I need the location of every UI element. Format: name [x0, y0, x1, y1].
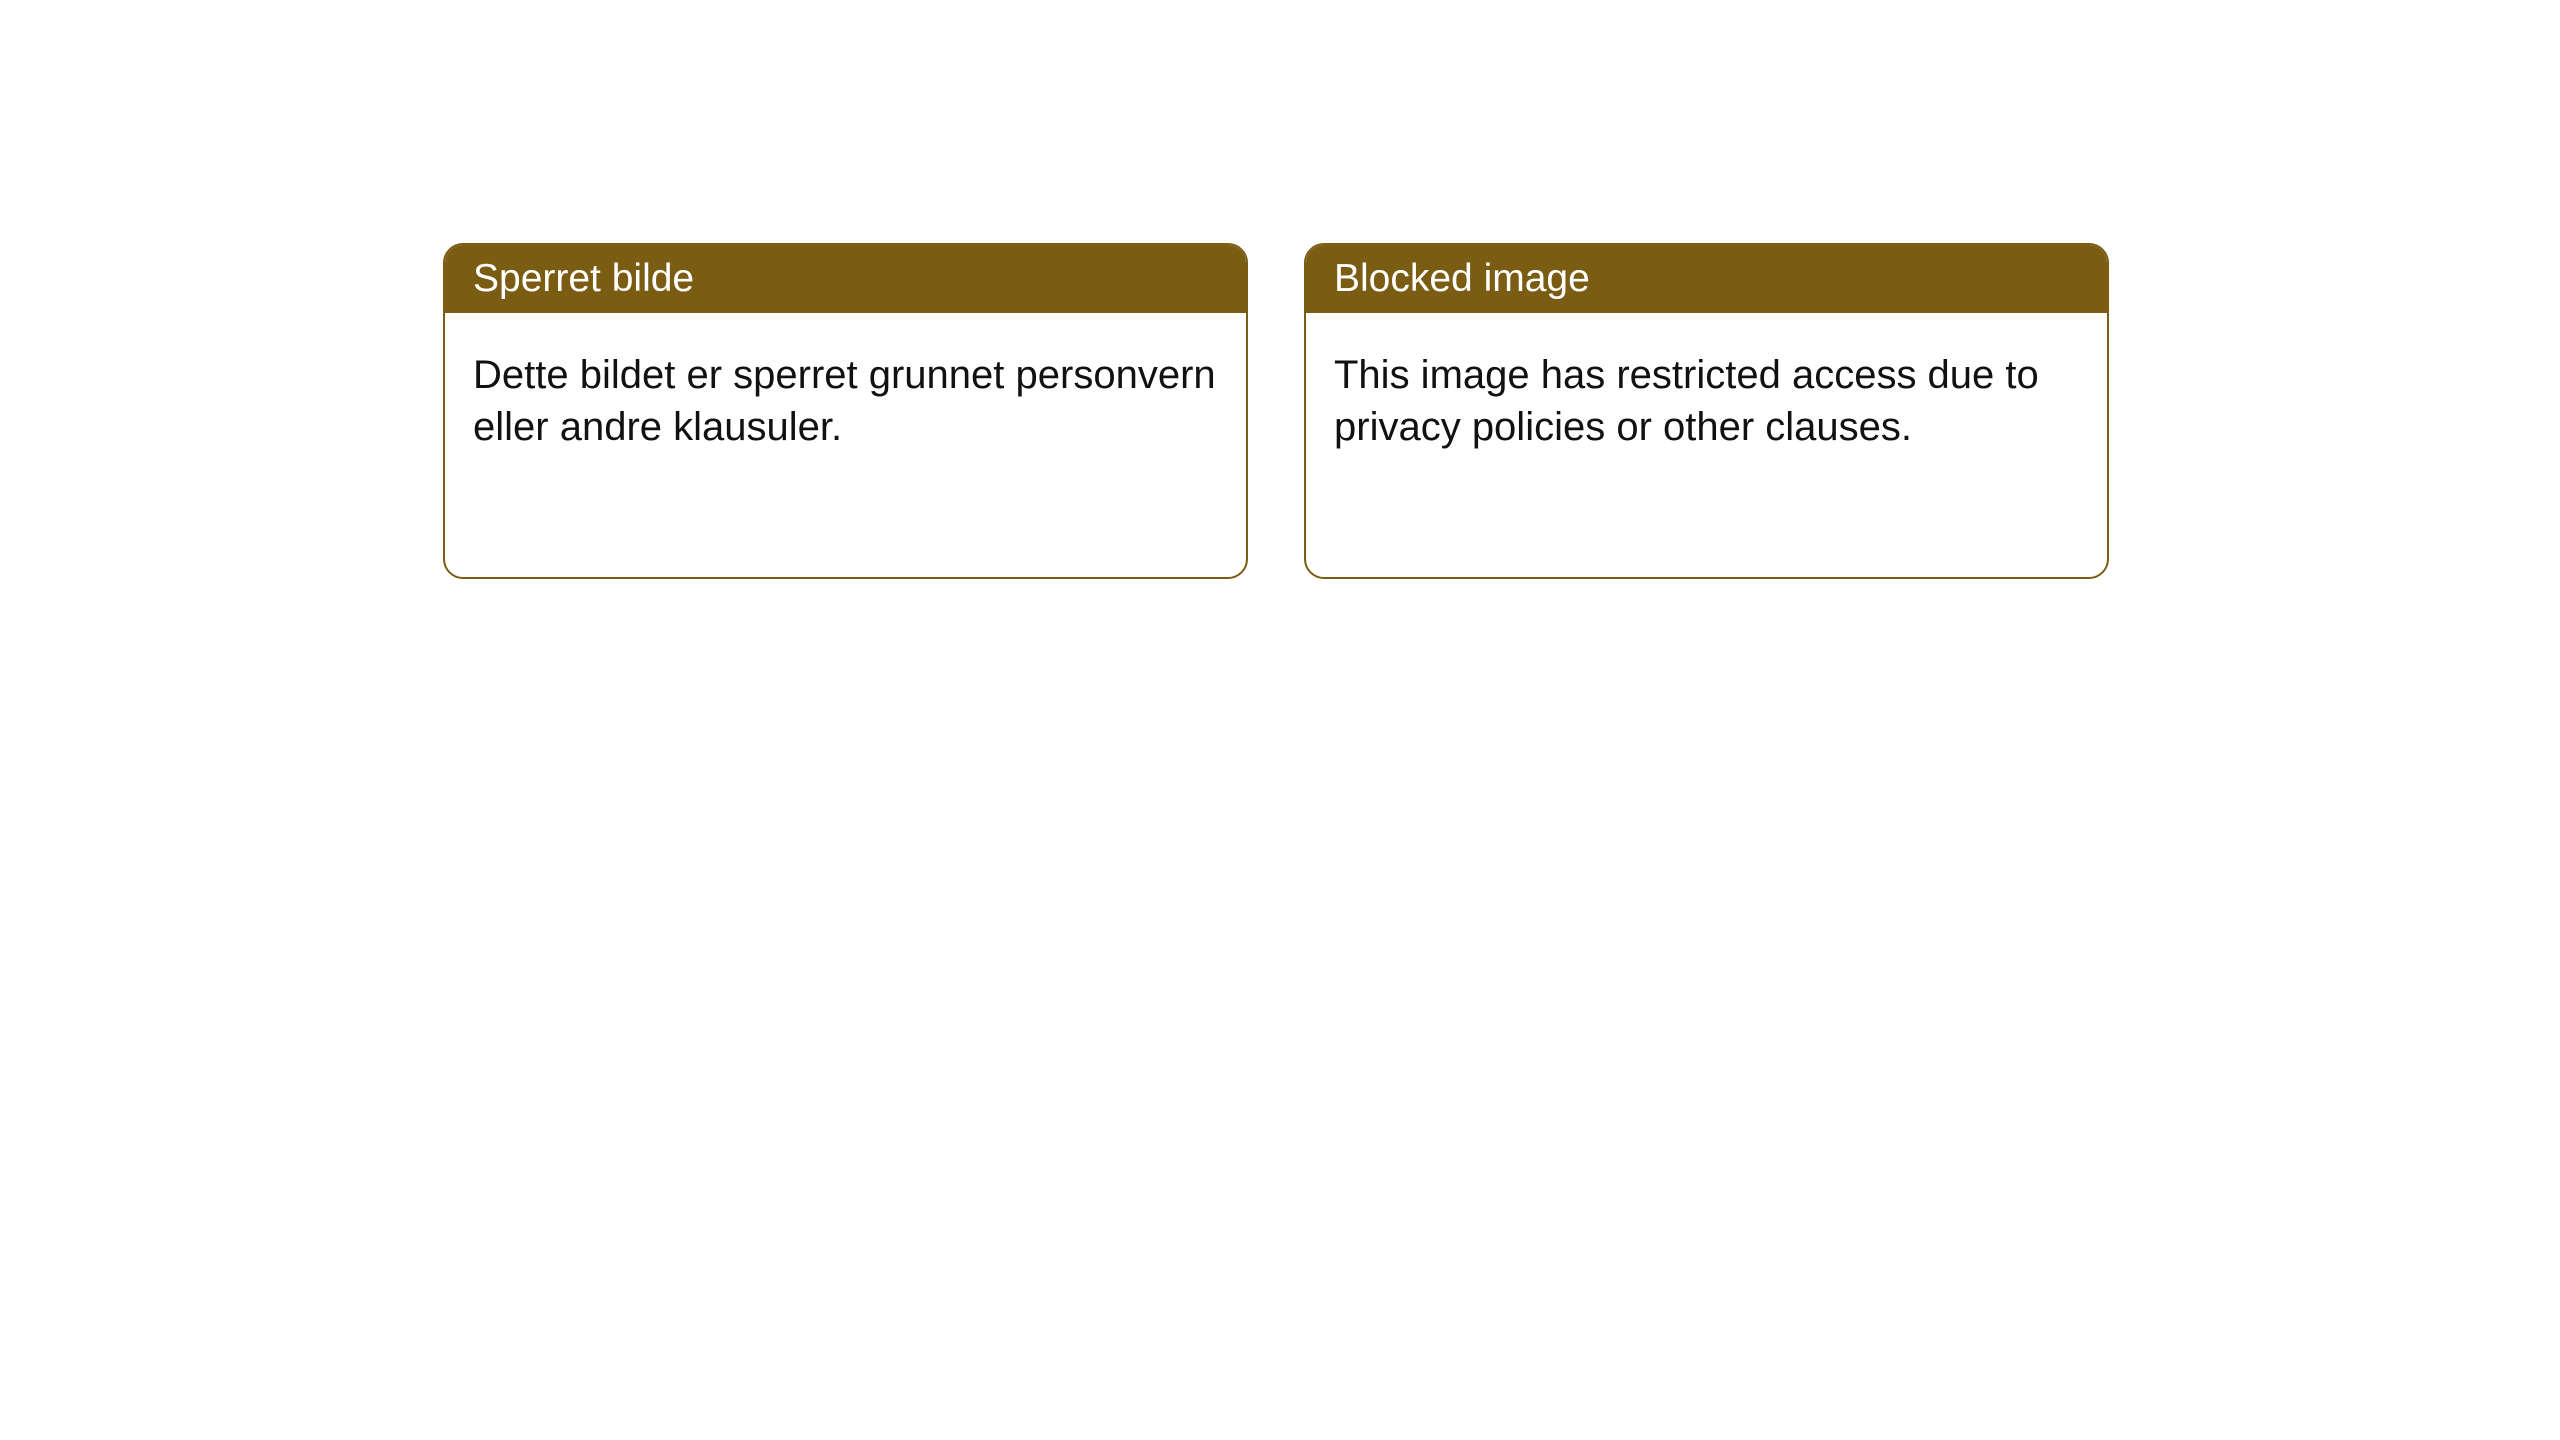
notice-body-norwegian: Dette bildet er sperret grunnet personve…	[445, 313, 1246, 489]
notice-text-norwegian: Dette bildet er sperret grunnet personve…	[473, 353, 1216, 449]
notice-card-norwegian: Sperret bilde Dette bildet er sperret gr…	[443, 243, 1248, 579]
notice-header-english: Blocked image	[1306, 245, 2107, 313]
notice-title-norwegian: Sperret bilde	[473, 257, 694, 300]
notice-card-english: Blocked image This image has restricted …	[1304, 243, 2109, 579]
notice-title-english: Blocked image	[1334, 257, 1590, 300]
notice-text-english: This image has restricted access due to …	[1334, 353, 2039, 449]
notice-body-english: This image has restricted access due to …	[1306, 313, 2107, 489]
notice-container: Sperret bilde Dette bildet er sperret gr…	[443, 243, 2109, 579]
notice-header-norwegian: Sperret bilde	[445, 245, 1246, 313]
